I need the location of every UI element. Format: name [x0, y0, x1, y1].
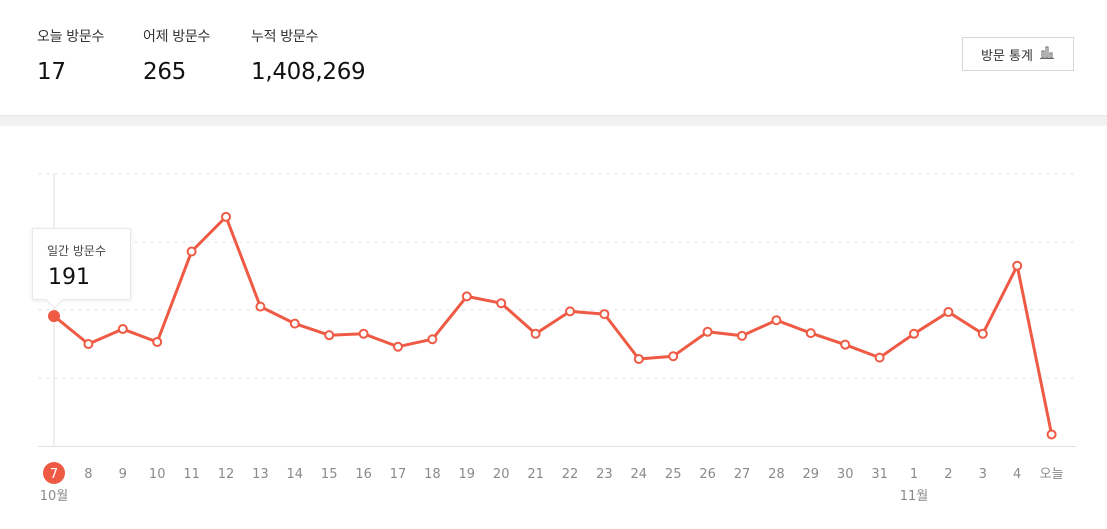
x-tick-label: 21 [527, 467, 544, 482]
data-point-1 [909, 328, 919, 339]
x-tick-label: 2 [944, 467, 952, 482]
x-tick-label: 오늘 [1040, 467, 1064, 482]
tooltip-value: 191 [48, 265, 90, 290]
data-point-15 [324, 330, 335, 341]
x-tick-label: 9 [119, 467, 127, 482]
x-tick-label: 19 [459, 467, 476, 482]
x-tick-label: 31 [871, 467, 888, 482]
tooltip-label: 일간 방문수 [47, 244, 107, 258]
yesterday-visits: 어제 방문수 265 [143, 26, 210, 85]
month-label: 11월 [900, 489, 929, 504]
yesterday-visits-value: 265 [143, 59, 186, 85]
data-point-31 [874, 352, 885, 363]
data-point-9 [117, 324, 128, 335]
data-point-24 [633, 353, 644, 364]
x-tick-label: 8 [84, 467, 92, 482]
data-point-11 [186, 246, 197, 257]
today-visits-value: 17 [37, 59, 66, 85]
data-point-12 [221, 211, 231, 222]
x-tick-label: 28 [768, 467, 785, 482]
data-point-3 [977, 328, 988, 339]
x-tick-label: 23 [596, 467, 613, 482]
data-point-18 [427, 334, 438, 345]
today-visits-label: 오늘 방문수 [37, 29, 105, 45]
x-tick-label: 29 [803, 467, 820, 482]
data-point-26 [702, 326, 713, 337]
data-point-29 [805, 328, 816, 339]
daily-visits-chart: 7 8 9 10 11 12 13 14 15 16 17 18 19 20 21 22 23 24 25 26 27 2… [0, 126, 1107, 529]
data-point-17 [393, 341, 403, 352]
section-divider [0, 115, 1107, 126]
data-point-10 [152, 336, 163, 347]
data-point-16 [358, 328, 369, 339]
data-point-8 [83, 339, 94, 349]
data-point-30 [840, 339, 851, 350]
today-visits: 오늘 방문수 17 [37, 26, 104, 85]
x-tick-label: 26 [699, 467, 716, 482]
total-visits-label: 누적 방문수 [251, 29, 319, 45]
tooltip: 일간 방문수 191 [32, 228, 131, 300]
x-tick-label: 30 [837, 467, 854, 482]
data-point-25 [668, 351, 679, 362]
x-tick-label: 24 [631, 467, 648, 482]
series-line [52, 215, 1054, 436]
data-point-23 [599, 309, 610, 320]
data-point-14 [289, 318, 300, 329]
yesterday-visits-label: 어제 방문수 [143, 29, 211, 45]
x-tick-label: 7 [50, 467, 58, 482]
x-tick-label: 20 [493, 467, 510, 482]
x-tick-label: 16 [355, 467, 372, 482]
bar-chart-icon [1039, 45, 1055, 63]
stats-header: 오늘 방문수 17 어제 방문수 265 누적 방문수 1,408,269 방문… [0, 0, 1107, 115]
data-point-27 [737, 330, 747, 341]
x-tick-label: 15 [321, 467, 338, 482]
visit-stats-button[interactable]: 방문 통계 [962, 37, 1074, 71]
data-point-오늘 [1046, 429, 1057, 440]
x-tick-label: 4 [1013, 467, 1021, 482]
visit-stats-button-label: 방문 통계 [981, 48, 1033, 64]
month-label: 10월 [40, 489, 69, 504]
x-tick-label: 10 [149, 467, 166, 482]
x-tick-label: 17 [390, 467, 407, 482]
total-visits-value: 1,408,269 [251, 59, 366, 85]
data-point-4 [1012, 260, 1023, 271]
x-tick-label: 11 [183, 467, 200, 482]
x-tick-label: 25 [665, 467, 682, 482]
total-visits: 누적 방문수 1,408,269 [251, 26, 366, 85]
data-point-13 [255, 301, 266, 312]
x-tick-label: 18 [424, 467, 441, 482]
data-point-2 [943, 307, 954, 318]
data-point-7 [48, 310, 60, 323]
x-tick-label: 12 [218, 467, 235, 482]
data-point-20 [496, 298, 507, 309]
data-point-28 [771, 315, 782, 326]
x-tick-label: 1 [910, 467, 918, 482]
x-tick-label: 3 [979, 467, 987, 482]
x-tick-label: 14 [287, 467, 304, 482]
data-point-19 [461, 291, 472, 302]
data-point-22 [565, 306, 575, 317]
x-tick-label: 27 [734, 467, 751, 482]
selected-tick-badge [43, 462, 65, 484]
line-chart: 7 8 9 10 11 12 13 14 15 16 17 18 19 20 21 22 23 24 25 26 27 2… [38, 173, 1076, 504]
x-tick-label: 22 [562, 467, 579, 482]
x-tick-label: 13 [252, 467, 269, 482]
data-point-21 [530, 328, 541, 339]
